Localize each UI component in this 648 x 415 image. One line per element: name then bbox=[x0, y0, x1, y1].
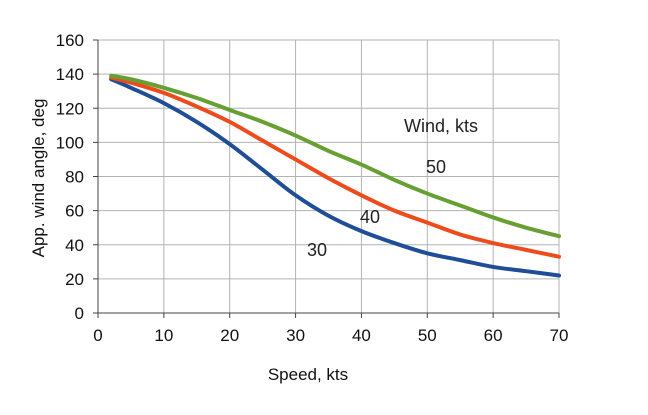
y-axis-label: App. wind angle, deg bbox=[29, 99, 48, 258]
x-tick-label: 30 bbox=[286, 326, 305, 345]
series-label-40: 40 bbox=[360, 207, 380, 227]
series-line-40 bbox=[109, 75, 561, 259]
series-label-50: 50 bbox=[426, 157, 446, 177]
legend-title: Wind, kts bbox=[404, 116, 478, 136]
y-tick-label: 140 bbox=[56, 65, 84, 84]
x-tick-label: 0 bbox=[93, 326, 102, 345]
x-tick-label: 10 bbox=[154, 326, 173, 345]
series-line-30 bbox=[109, 77, 561, 278]
y-tick-label: 0 bbox=[75, 304, 84, 323]
y-tick-label: 100 bbox=[56, 133, 84, 152]
x-tick-label: 70 bbox=[550, 326, 569, 345]
grid bbox=[98, 39, 560, 313]
y-tick-label: 160 bbox=[56, 31, 84, 50]
y-tick-label: 20 bbox=[65, 270, 84, 289]
y-tick-label: 80 bbox=[65, 168, 84, 187]
x-tick-label: 20 bbox=[220, 326, 239, 345]
tick-labels: 0 10 20 30 40 50 60 70 0 20 40 60 80 100 120 140 160 bbox=[56, 31, 569, 345]
series-lines bbox=[109, 73, 561, 278]
series-label-30: 30 bbox=[307, 240, 327, 260]
x-axis-label: Speed, kts bbox=[268, 365, 348, 384]
series-line-50 bbox=[109, 73, 561, 239]
x-tick-label: 60 bbox=[484, 326, 503, 345]
x-tick-label: 40 bbox=[352, 326, 371, 345]
x-tick-label: 50 bbox=[418, 326, 437, 345]
y-tick-label: 40 bbox=[65, 236, 84, 255]
y-tick-label: 120 bbox=[56, 99, 84, 118]
y-tick-label: 60 bbox=[65, 202, 84, 221]
axes bbox=[93, 39, 560, 318]
